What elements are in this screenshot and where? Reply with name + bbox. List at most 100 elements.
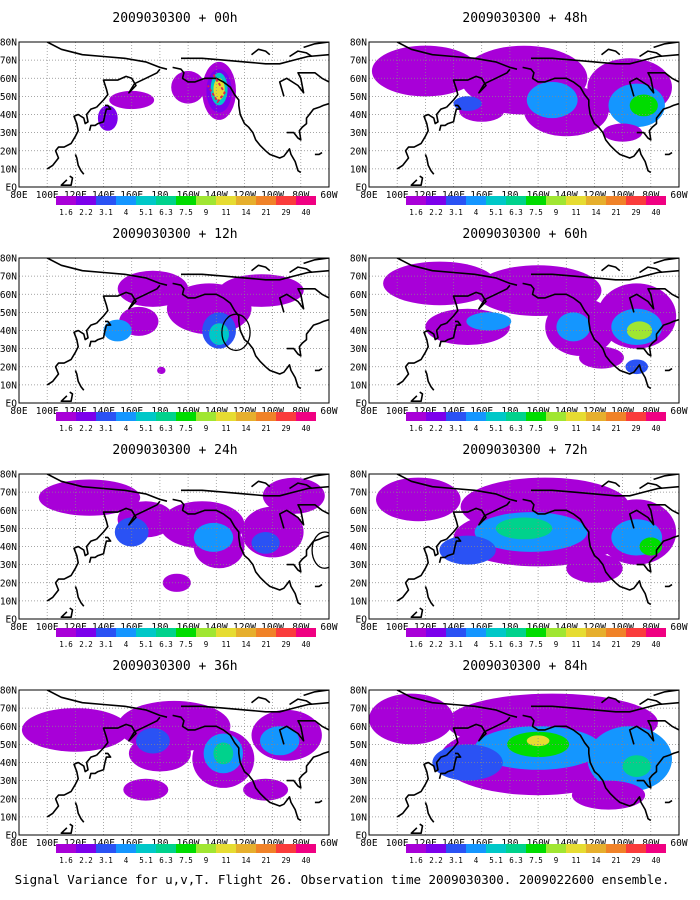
lat-tick-label: 40N (0, 110, 17, 121)
lat-tick-label: EQ (6, 399, 18, 410)
lon-tick-label: 160E (470, 406, 493, 417)
lat-tick-label: 70N (0, 272, 17, 283)
lon-tick-label: 140E (442, 838, 465, 849)
map-content (369, 690, 679, 835)
colorbar-label: 11 (221, 640, 230, 649)
colorbar-swatch (96, 412, 116, 421)
colorbar: 1.6 2.2 3.1 4 5.1 6.3 7.5 9 11 14 21 29 40 (406, 412, 666, 433)
lat-tick-label: 60N (0, 506, 17, 517)
lon-tick-label: 180 (501, 838, 518, 849)
coastline (601, 696, 621, 704)
map: EQ 10N 20N 30N 40N 50N 60N 70N 80N 80E 100E 120E 140… (0, 470, 338, 634)
colorbar: 1.6 2.2 3.1 4 5.1 6.3 7.5 9 11 14 21 29 40 (406, 196, 666, 217)
lon-tick-label: 120W (233, 190, 256, 201)
lon-tick-label: 80E (10, 406, 27, 417)
colorbar-swatch (216, 412, 236, 421)
lon-tick-label: 120W (583, 190, 606, 201)
colorbar-swatch (406, 196, 426, 205)
colorbar-label: 11 (221, 208, 230, 217)
lon-tick-label: 80W (642, 622, 659, 633)
colorbar-label: 1.6 (409, 856, 423, 865)
lon-tick-label: 80E (10, 190, 27, 201)
variance-region (157, 366, 166, 374)
colorbar-swatch (566, 628, 586, 637)
colorbar-label: 3.1 (99, 208, 113, 217)
lon-tick-label: 160W (177, 622, 200, 633)
coastline (278, 719, 329, 745)
coastline (639, 698, 663, 706)
lon-tick-label: 120W (233, 622, 256, 633)
colorbar-swatch (236, 196, 256, 205)
colorbar: 1.6 2.2 3.1 4 5.1 6.3 7.5 9 11 14 21 29 40 (56, 412, 316, 433)
coastline (628, 503, 679, 529)
colorbar-swatch (116, 196, 136, 205)
coastline (303, 42, 329, 49)
lat-tick-label: 10N (0, 596, 17, 607)
colorbar-label: 11 (571, 208, 580, 217)
colorbar-swatch (526, 196, 546, 205)
colorbar-label: 5.1 (489, 208, 503, 217)
colorbar-swatch (446, 628, 466, 637)
colorbar-label: 40 (301, 856, 311, 865)
colorbar-label: 7.5 (179, 640, 193, 649)
coastline (410, 607, 424, 618)
map-content (369, 42, 679, 187)
lon-tick-label: 80E (360, 406, 377, 417)
colorbar-swatch (76, 196, 96, 205)
colorbar-label: 29 (281, 856, 290, 865)
variance-region (219, 274, 304, 307)
variance-region (622, 755, 651, 777)
coastline (60, 607, 74, 618)
colorbar-swatch (76, 412, 96, 421)
lat-tick-label: 30N (350, 128, 367, 139)
colorbar-label: 4 (124, 640, 129, 649)
colorbar-label: 14 (591, 424, 601, 433)
colorbar-label: 7.5 (529, 640, 543, 649)
colorbar-swatch (116, 844, 136, 853)
lat-tick-label: EQ (6, 831, 18, 842)
colorbar-swatch (646, 196, 666, 205)
lon-tick-label: 160W (177, 838, 200, 849)
lon-tick-label: 120E (414, 190, 437, 201)
colorbar-swatch (586, 196, 606, 205)
observation-circle (221, 313, 251, 352)
coastline (46, 754, 97, 818)
colorbar-swatch (626, 196, 646, 205)
lat-tick-label: 40N (350, 110, 367, 121)
coastline (396, 690, 518, 718)
colorbar-label: 14 (241, 424, 251, 433)
coastline (636, 750, 679, 789)
map-content (19, 690, 329, 835)
colorbar-label: 29 (631, 424, 640, 433)
colorbar-label: 3.1 (449, 856, 463, 865)
colorbar-label: 7.5 (179, 208, 193, 217)
coastline (289, 698, 313, 706)
colorbar-swatch (276, 412, 296, 421)
coastline (181, 701, 329, 713)
lat-tick-label: 60N (350, 74, 367, 85)
colorbar-label: 14 (591, 208, 601, 217)
colorbar-swatch (426, 844, 446, 853)
variance-region (579, 346, 624, 369)
colorbar-swatch (256, 628, 276, 637)
coastline (172, 66, 302, 174)
coastline (74, 802, 85, 823)
colorbar-label: 7.5 (529, 856, 543, 865)
colorbar-swatch (546, 196, 566, 205)
coastline (664, 799, 673, 804)
lon-tick-label: 100E (386, 622, 409, 633)
colorbar-label: 21 (261, 640, 270, 649)
lat-tick-label: 70N (350, 272, 367, 283)
colorbar-label: 14 (591, 640, 601, 649)
colorbar-swatch (196, 412, 216, 421)
colorbar-swatch (296, 628, 316, 637)
colorbar-swatch (76, 844, 96, 853)
variance-region (526, 735, 550, 747)
colorbar-label: 6.3 (159, 208, 173, 217)
colorbar-swatch (156, 628, 176, 637)
colorbar-label: 40 (301, 208, 311, 217)
lat-tick-label: 10N (350, 812, 367, 823)
lon-tick-label: 140E (442, 406, 465, 417)
lon-tick-label: 180 (151, 406, 168, 417)
variance-region (209, 323, 230, 345)
